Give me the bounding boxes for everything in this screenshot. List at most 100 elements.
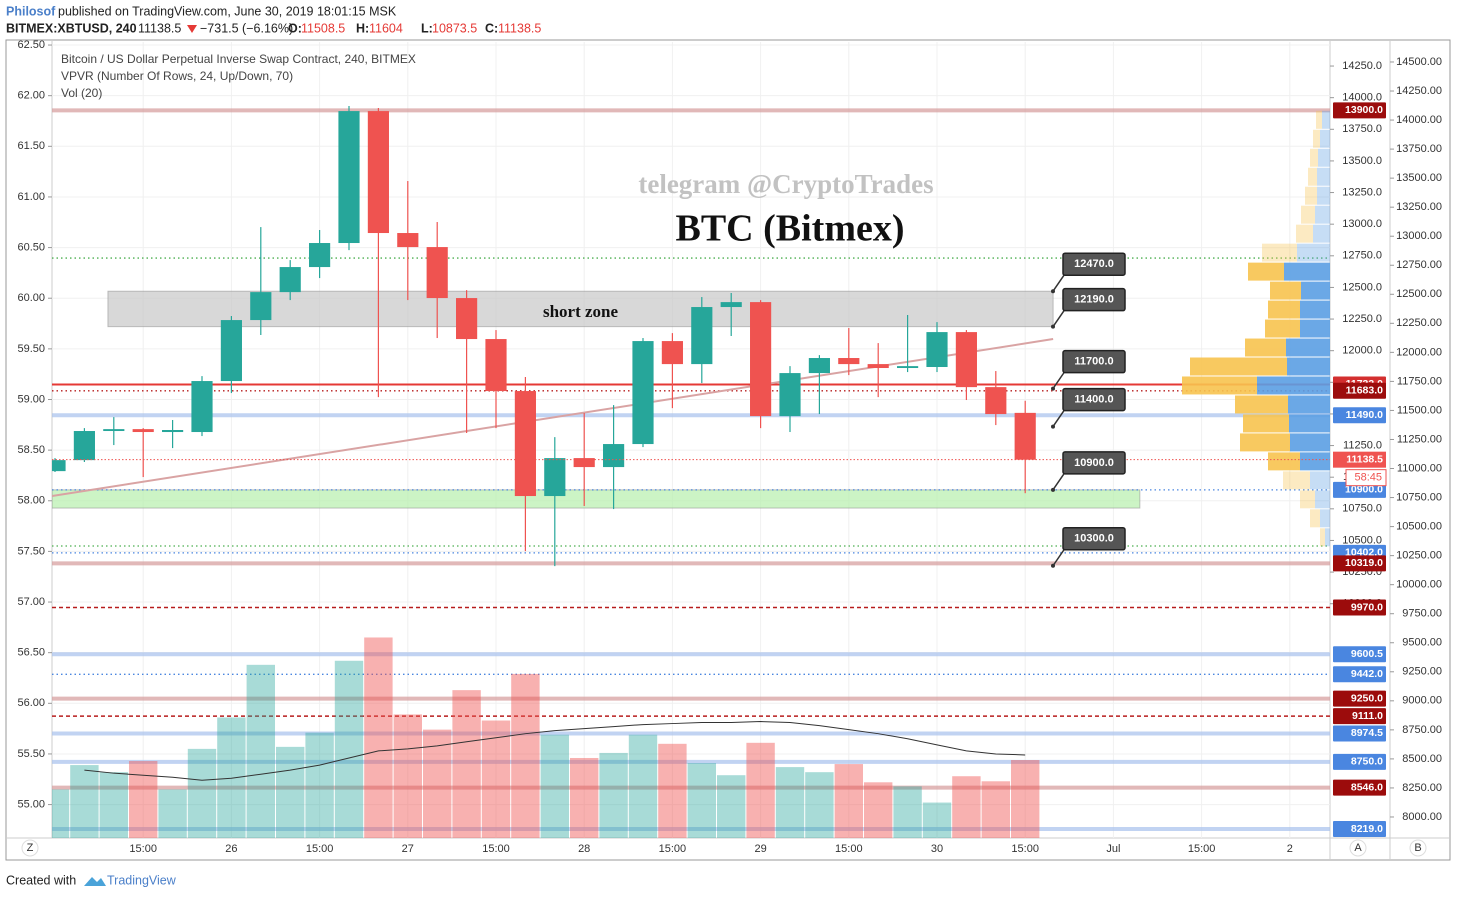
- profile-down: [1320, 509, 1330, 528]
- y3-tick-label: 13000.00: [1396, 230, 1442, 242]
- x-tick-label: 15:00: [129, 843, 157, 855]
- level-label-box: [1333, 779, 1386, 796]
- profile-up: [1270, 281, 1301, 300]
- y2-tick-label: 62.50: [17, 39, 45, 51]
- y2-tick-label: 58.50: [17, 444, 45, 456]
- volume-bar: [746, 742, 775, 838]
- chart-title: Bitcoin / US Dollar Perpetual Inverse Sw…: [61, 52, 416, 66]
- button-label[interactable]: A: [1354, 842, 1362, 854]
- y3-tick-label: 8250.00: [1402, 782, 1442, 794]
- candle-body: [838, 358, 860, 365]
- callout-box: [1062, 387, 1126, 412]
- level-label-box: [1333, 599, 1386, 616]
- symbol: BITMEX:XBTUSD, 240: [6, 21, 137, 35]
- x-tick-label: 15:00: [659, 843, 687, 855]
- candle-body: [162, 430, 184, 433]
- y3-tick-label: 11000.00: [1397, 462, 1442, 474]
- level-label-box: [1333, 725, 1386, 742]
- ohlc-open: 11508.5: [301, 21, 345, 35]
- candle-body: [103, 429, 125, 432]
- y3-tick-label: 11750.00: [1397, 375, 1442, 387]
- profile-up: [1248, 262, 1284, 281]
- candle-body: [603, 444, 625, 468]
- volume-bar: [393, 714, 422, 838]
- y3-tick-label: 13250.00: [1396, 201, 1442, 213]
- button[interactable]: [21, 839, 39, 857]
- candle-body: [338, 111, 360, 244]
- profile-down: [1313, 224, 1330, 243]
- y3-tick-label: 8000.00: [1402, 811, 1442, 823]
- profile-down: [1290, 433, 1330, 452]
- profile-down: [1289, 414, 1330, 433]
- button[interactable]: [1349, 839, 1367, 857]
- candle-body: [808, 358, 830, 374]
- profile-up: [1301, 205, 1315, 224]
- footer-text: Created with: [6, 873, 76, 887]
- volume-bar: [52, 789, 70, 838]
- profile-up: [1240, 433, 1290, 452]
- candle-body: [52, 460, 66, 472]
- profile-up: [1310, 509, 1320, 528]
- profile-up: [1283, 471, 1310, 490]
- callout-pointer: [1052, 372, 1065, 390]
- brand[interactable]: TradingView: [107, 873, 177, 887]
- y-tick-label: 12000.0: [1342, 345, 1382, 357]
- candle-body: [485, 339, 507, 392]
- callout-label: 10300.0: [1074, 533, 1114, 545]
- callout-point: [1051, 487, 1055, 492]
- candle-body: [250, 292, 272, 321]
- level-label: 9442.0: [1351, 668, 1383, 680]
- volume-bar: [305, 732, 334, 838]
- y-tick-label: 12500.0: [1342, 281, 1382, 293]
- callout-point: [1051, 424, 1055, 429]
- y2-tick-label: 56.00: [17, 697, 45, 709]
- last-price: 11138.5: [138, 21, 181, 35]
- x-tick-label: 26: [225, 843, 237, 855]
- callout-label: 12470.0: [1074, 258, 1114, 270]
- brand-logo[interactable]: [84, 877, 106, 886]
- y3-tick-label: 11500.00: [1397, 404, 1442, 416]
- profile-up: [1316, 110, 1322, 129]
- profile-down: [1315, 490, 1330, 509]
- level-label-box: [1333, 555, 1386, 572]
- button-label[interactable]: B: [1414, 842, 1421, 854]
- author[interactable]: Philosof: [6, 4, 56, 18]
- volume-bar: [158, 789, 187, 838]
- level-label: 8974.5: [1351, 727, 1383, 739]
- candle-body: [926, 332, 948, 368]
- y3-tick-label: 11250.00: [1397, 433, 1442, 445]
- volume-bar: [717, 775, 746, 838]
- button-label[interactable]: Z: [27, 842, 34, 854]
- callout-box: [1062, 527, 1126, 551]
- y2-tick-label: 59.00: [17, 393, 45, 405]
- ohlc-key: L:: [421, 21, 433, 35]
- ohlc-high: 11604: [369, 21, 403, 35]
- ohlc-key: O:: [288, 21, 302, 35]
- x-tick-label: 2: [1287, 843, 1293, 855]
- y2-tick-label: 58.00: [17, 495, 45, 507]
- level-label-box: [1333, 666, 1386, 683]
- level-label-box: [1333, 646, 1386, 663]
- callout-point: [1051, 563, 1055, 568]
- volume-bar: [187, 748, 217, 838]
- profile-down: [1257, 376, 1330, 395]
- button[interactable]: [1409, 839, 1427, 857]
- candle-body: [661, 341, 683, 365]
- volume-bar: [599, 752, 628, 838]
- x-tick-label: 15:00: [835, 843, 863, 855]
- y-tick-label: 12250.0: [1342, 313, 1382, 325]
- profile-up: [1243, 414, 1289, 433]
- volume-bar: [276, 746, 305, 838]
- plot: short zone 12470.0 12190.0 11700.0 11400.0 10…: [52, 42, 1330, 838]
- callout-pointer: [1052, 410, 1065, 428]
- x-tick-label: 15:00: [482, 843, 510, 855]
- candle-body: [897, 366, 919, 369]
- level-label-box: [1333, 102, 1386, 119]
- volume-bar: [864, 782, 893, 838]
- profile-up: [1308, 167, 1317, 186]
- level-label-box: [1333, 382, 1386, 399]
- y-tick-label: 11250.0: [1343, 439, 1382, 451]
- published: published on TradingView.com, June 30, 2…: [58, 4, 397, 18]
- y3-tick-label: 8750.00: [1402, 724, 1442, 736]
- callout-pointer: [1052, 549, 1065, 567]
